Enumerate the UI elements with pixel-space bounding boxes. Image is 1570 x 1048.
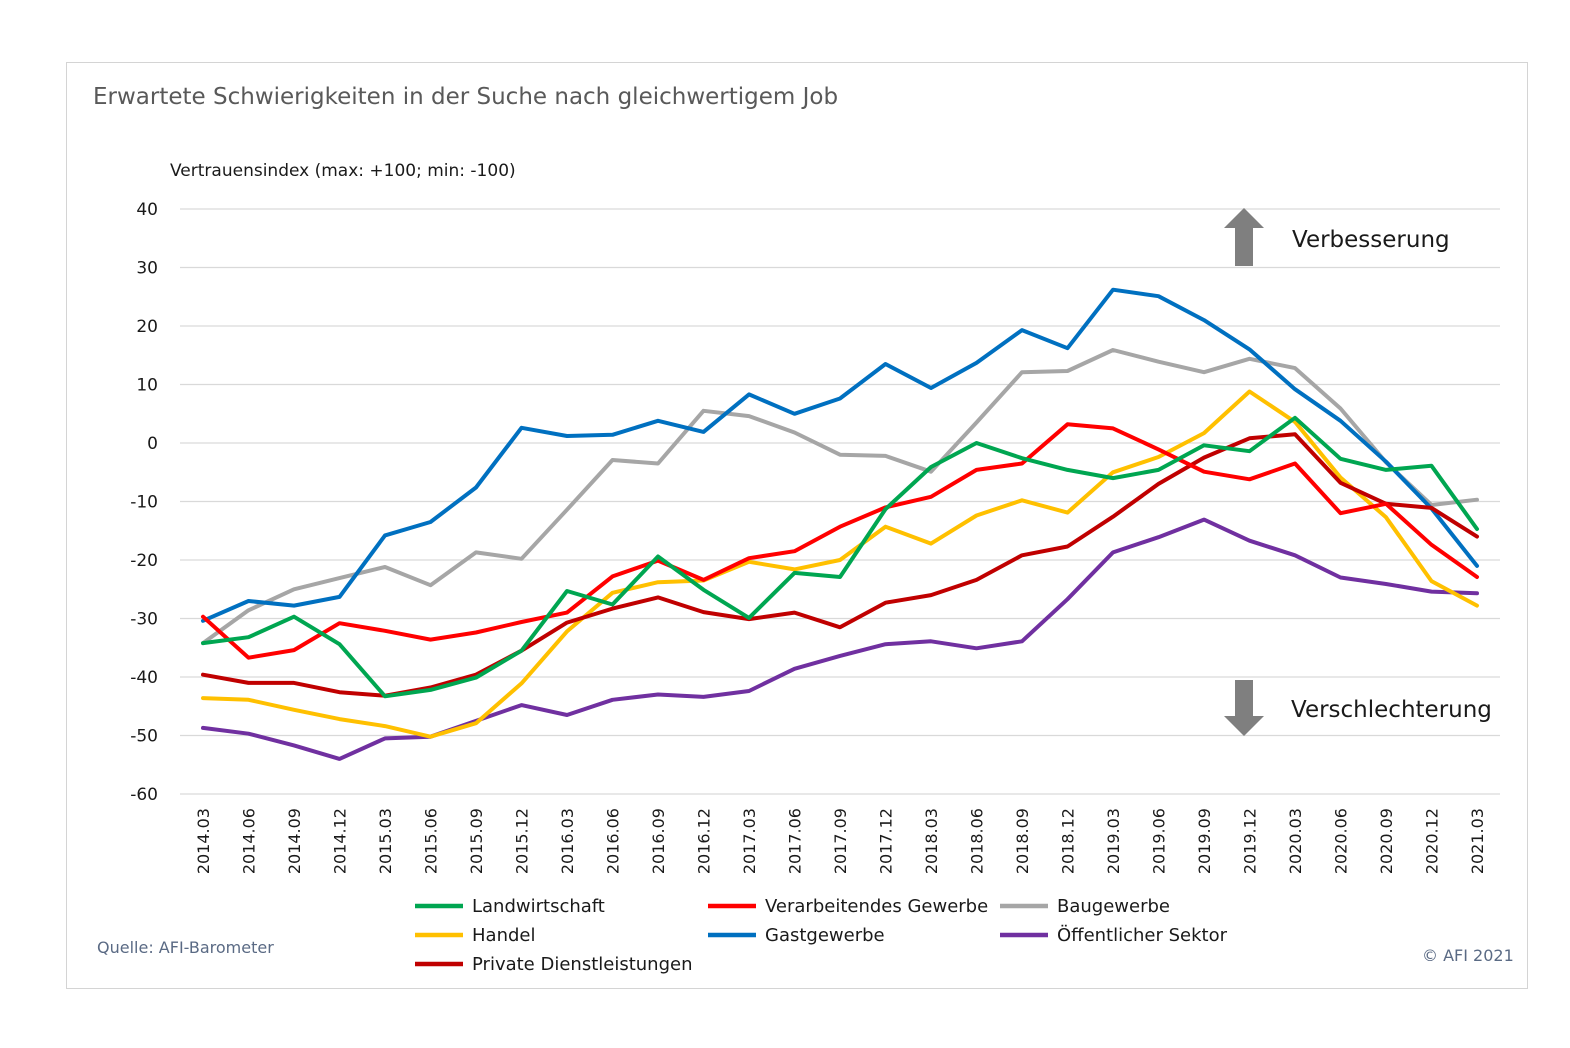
x-tick-label: 2015.12 [513,808,532,874]
y-axis-label: Vertrauensindex (max: +100; min: -100) [170,161,516,181]
annotations: Verbesserung Verschlechterung [1224,208,1492,736]
x-tick-label: 2017.03 [740,808,759,874]
legend-label: Handel [472,925,535,946]
series-lines [201,287,1479,761]
y-tick-label: 30 [136,259,158,279]
chart-frame [66,62,1528,989]
x-tick-label: 2020.03 [1286,808,1305,874]
x-axis-ticks: 2014.03 2014.06 2014.09 2014.12 2015.03 2015.… [194,808,1487,874]
y-tick-label: -60 [130,785,158,805]
source-note: Quelle: AFI-Barometer [97,938,274,957]
x-tick-label: 2014.09 [285,808,304,874]
series-line-2 [201,348,1479,646]
x-tick-label: 2020.09 [1377,808,1396,874]
legend-label: Landwirtschaft [472,896,605,917]
x-tick-label: 2017.06 [786,808,805,874]
series-line-5 [201,517,1479,761]
x-tick-label: 2014.06 [240,808,259,874]
legend-label: Baugewerbe [1057,896,1170,917]
annotation-deterioration: Verschlechterung [1291,697,1492,723]
x-tick-label: 2015.03 [376,808,395,874]
y-axis-ticks: 40 30 20 10 0 -10 -20 -30 -40 -50 -60 [130,200,158,805]
up-arrow-icon [1224,208,1264,266]
y-tick-label: -50 [130,727,158,747]
x-tick-label: 2016.06 [604,808,623,874]
annotation-improvement: Verbesserung [1292,227,1450,253]
x-tick-label: 2016.03 [558,808,577,874]
copyright-note: © AFI 2021 [1422,946,1514,965]
x-tick-label: 2019.03 [1104,808,1123,874]
x-tick-label: 2020.12 [1423,808,1442,874]
x-tick-label: 2021.03 [1468,808,1487,874]
x-tick-label: 2016.09 [649,808,668,874]
chart-title: Erwartete Schwierigkeiten in der Suche n… [93,84,839,110]
down-arrow-icon [1224,680,1264,736]
x-tick-label: 2018.09 [1013,808,1032,874]
x-tick-label: 2018.06 [968,808,987,874]
x-tick-label: 2014.03 [194,808,213,874]
series-line-4 [201,287,1479,623]
x-tick-label: 2019.09 [1195,808,1214,874]
x-tick-label: 2017.09 [831,808,850,874]
x-tick-label: 2018.03 [922,808,941,874]
y-tick-label: 0 [147,434,158,454]
x-tick-label: 2016.12 [695,808,714,874]
x-tick-label: 2019.12 [1241,808,1260,874]
x-tick-label: 2018.12 [1059,808,1078,874]
gridlines [180,208,1500,795]
series-line-1 [201,422,1479,660]
x-tick-label: 2017.12 [877,808,896,874]
x-tick-label: 2020.06 [1332,808,1351,874]
legend: Landwirtschaft Verarbeitendes Gewerbe Baug… [415,896,1228,975]
y-tick-label: 40 [136,200,158,220]
legend-label: Gastgewerbe [765,925,885,946]
legend-label: Private Dienstleistungen [472,954,693,975]
legend-label: Öffentlicher Sektor [1057,924,1228,946]
y-tick-label: -20 [130,551,158,571]
y-tick-label: -10 [130,493,158,513]
x-tick-label: 2015.09 [467,808,486,874]
y-tick-label: -40 [130,668,158,688]
y-tick-label: 20 [136,317,158,337]
legend-label: Verarbeitendes Gewerbe [765,896,988,917]
x-tick-label: 2015.06 [422,808,441,874]
series-line-0 [201,415,1479,699]
x-tick-label: 2019.06 [1150,808,1169,874]
y-tick-label: -30 [130,610,158,630]
y-tick-label: 10 [136,376,158,396]
series-line-3 [201,389,1479,739]
x-tick-label: 2014.12 [331,808,350,874]
